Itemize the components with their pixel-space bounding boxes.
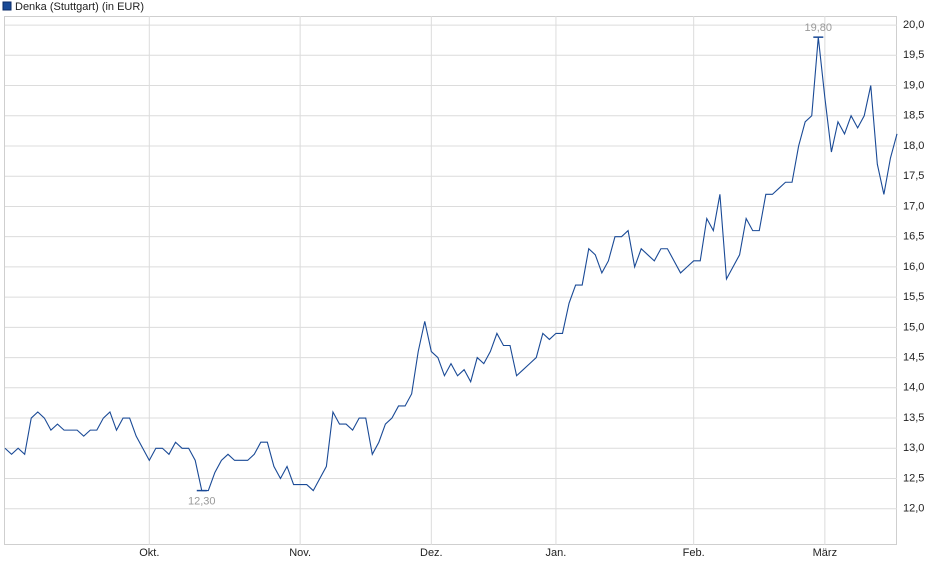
y-tick-label: 14,5 <box>903 351 924 363</box>
y-tick-label: 19,5 <box>903 49 924 61</box>
y-tick-label: 12,0 <box>903 503 924 515</box>
x-tick-label: Okt. <box>139 547 159 559</box>
x-tick-label: Dez. <box>420 547 443 559</box>
y-tick-label: 14,0 <box>903 382 924 394</box>
y-tick-label: 18,0 <box>903 140 924 152</box>
y-tick-label: 13,5 <box>903 412 924 424</box>
x-tick-label: März <box>813 547 837 559</box>
y-tick-label: 19,0 <box>903 79 924 91</box>
y-tick-label: 15,5 <box>903 291 924 303</box>
y-tick-label: 15,0 <box>903 321 924 333</box>
y-tick-label: 13,0 <box>903 442 924 454</box>
extreme-label: 19,80 <box>805 22 833 34</box>
x-tick-label: Feb. <box>683 547 705 559</box>
price-line <box>4 37 898 492</box>
y-tick-label: 12,5 <box>903 472 924 484</box>
extreme-label: 12,30 <box>188 495 216 507</box>
y-tick-label: 16,0 <box>903 261 924 273</box>
x-tick-label: Jan. <box>546 547 567 559</box>
x-tick-label: Nov. <box>289 547 311 559</box>
legend-label: Denka (Stuttgart) (in EUR) <box>15 1 144 13</box>
y-tick-label: 16,5 <box>903 231 924 243</box>
y-tick-label: 20,0 <box>903 19 924 31</box>
y-tick-label: 17,0 <box>903 200 924 212</box>
y-tick-label: 17,5 <box>903 170 924 182</box>
plot-frame <box>4 16 897 545</box>
y-tick-label: 18,5 <box>903 110 924 122</box>
legend-swatch <box>2 1 12 11</box>
